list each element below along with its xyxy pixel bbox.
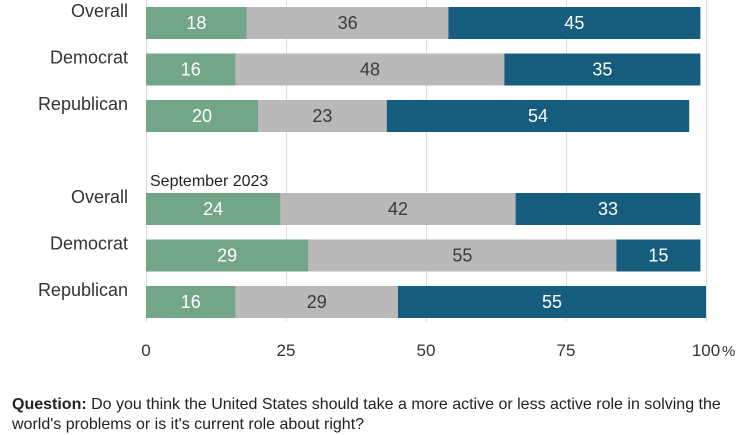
bar-segment: [146, 239, 309, 272]
category-label: Democrat: [50, 48, 128, 68]
category-labels: Overall Democrat Republican Overall Democrat…: [38, 1, 128, 300]
bar-value-label: 20: [192, 106, 212, 126]
bar-segment: [246, 7, 449, 39]
x-tick-label: 25: [277, 341, 296, 360]
bar-segment: [504, 53, 701, 86]
group-label: September 2023: [150, 173, 268, 190]
group-labels: September 2023: [150, 173, 268, 190]
bar-value-label: 54: [528, 106, 548, 126]
bar-value-label: 48: [360, 60, 380, 80]
bar-segment: [235, 53, 505, 86]
bar-segment: [616, 239, 701, 272]
category-label: Democrat: [50, 234, 128, 254]
bar-value-label: 42: [388, 199, 408, 219]
bar-segment: [258, 100, 387, 132]
bar-segment: [146, 7, 247, 39]
question-footnote: Question: Do you think the United States…: [12, 395, 737, 435]
category-label: Overall: [71, 1, 128, 21]
bar-segment: [280, 193, 516, 225]
bar-segment: [398, 286, 706, 318]
bar-value-label: 45: [564, 13, 584, 33]
bar-value-label: 23: [312, 106, 332, 126]
bar-value-label: 24: [203, 199, 223, 219]
bar-value-label: 16: [181, 292, 201, 312]
question-text: Do you think the United States should ta…: [12, 396, 721, 433]
bar-value-label: 35: [592, 60, 612, 80]
bar-segment: [235, 286, 398, 318]
x-tick-label: 0: [141, 341, 150, 360]
bar-segment: [146, 193, 281, 225]
category-label: Republican: [38, 280, 128, 300]
bar-value-label: 15: [648, 246, 668, 266]
bar-segment: [146, 286, 236, 318]
bar-value-label: 16: [181, 60, 201, 80]
bars: 18 36 45 16 48 35 20 23 54 24 42 33 29 55 15 16 29 55: [146, 7, 706, 318]
bar-segment: [146, 53, 236, 86]
gridlines: [146, 0, 707, 322]
bar-value-label: 33: [598, 199, 618, 219]
question-label: Question:: [12, 396, 87, 413]
bar-value-label: 55: [542, 292, 562, 312]
x-axis-unit: %: [722, 343, 735, 360]
category-label: Overall: [71, 187, 128, 207]
x-axis-ticks: 0 25 50 75 100%: [141, 341, 735, 360]
x-tick-label: 50: [417, 341, 436, 360]
bar-segment: [308, 239, 617, 272]
bar-segment: [515, 193, 701, 225]
x-tick-label: 75: [557, 341, 576, 360]
bar-segment: [386, 100, 690, 132]
bar-value-label: 29: [307, 292, 327, 312]
x-tick-label: 100: [692, 341, 720, 360]
bar-value-label: 18: [186, 13, 206, 33]
stacked-bar-chart: September 2023 18 36 45 16 48 35 20 23 54 24 42 33 2…: [38, 0, 735, 360]
bar-segment: [448, 7, 701, 39]
bar-value-label: 29: [217, 246, 237, 266]
category-label: Republican: [38, 94, 128, 114]
bar-segment: [146, 100, 258, 132]
bar-value-label: 55: [452, 246, 472, 266]
bar-value-label: 36: [338, 13, 358, 33]
